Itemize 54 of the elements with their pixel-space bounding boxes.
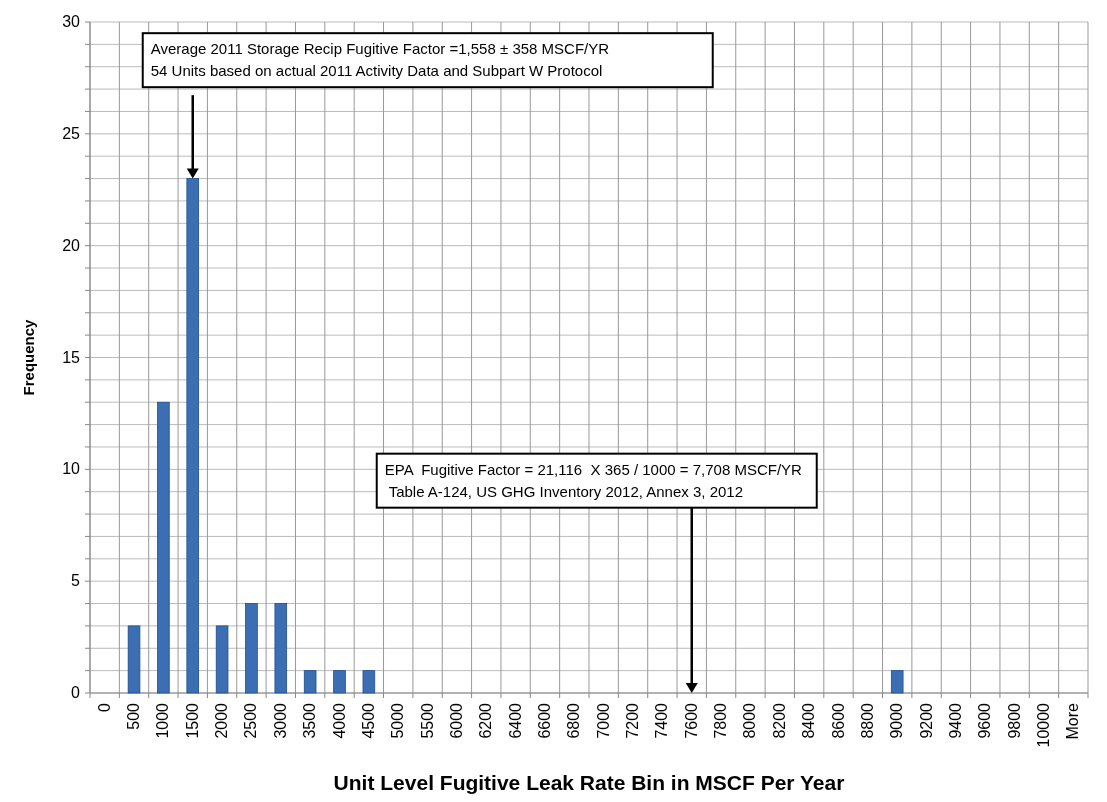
annotation: Average 2011 Storage Recip Fugitive Factor =1,558 ± 358 MSCF/YR 54 Units based on actual 2011 Activity Data and Subpart W Protocol <box>150 40 610 80</box>
y-tick-label: 5 <box>71 572 81 590</box>
y-tick-label: 10 <box>62 460 81 478</box>
x-tick-label: 7800 <box>712 702 730 739</box>
x-tick-label: 2500 <box>242 702 260 739</box>
x-axis-title: Unit Level Fugitive Leak Rate Bin in MSCF Per Year <box>333 771 845 794</box>
x-tick-label: 1000 <box>154 702 172 739</box>
x-tick-label: 7400 <box>653 702 671 739</box>
x-tick-label: 9600 <box>976 702 994 739</box>
x-tick-label: 6200 <box>477 702 495 739</box>
annotation: EPA Fugitive Factor = 21,116 X 365 / 1000 = 7,708 MSCF/YR Table A-124, US GHG Inventory 2012, Annex 3, 2012 <box>384 460 803 500</box>
bar <box>303 670 317 694</box>
bar <box>215 625 229 694</box>
x-tick-label: 6800 <box>565 702 583 739</box>
x-tick-label: 9400 <box>946 702 964 739</box>
bar <box>890 670 904 694</box>
x-tick-label: 7600 <box>682 702 700 739</box>
x-tick-label: 8000 <box>741 702 759 739</box>
x-tick-label: 4000 <box>330 702 348 739</box>
x-tick-label: 8800 <box>858 702 876 739</box>
x-tick-label: 2000 <box>213 702 231 739</box>
x-tick-label: 7000 <box>594 702 612 739</box>
x-tick-label: 9000 <box>888 702 906 739</box>
y-axis-title: Frequency <box>20 318 37 396</box>
x-tick-label: 6600 <box>535 702 553 739</box>
x-tick-label: More <box>1064 702 1082 740</box>
x-tick-label: 3000 <box>271 702 289 739</box>
x-tick-label: 9200 <box>917 702 935 739</box>
x-tick-label: 6400 <box>506 702 524 739</box>
y-tick-label: 25 <box>62 124 81 142</box>
y-tick-label: 15 <box>62 348 81 366</box>
x-tick-label: 5500 <box>418 702 436 739</box>
x-tick-label: 5000 <box>389 702 407 739</box>
x-tick-label: 8400 <box>800 702 818 739</box>
bar <box>362 670 376 694</box>
x-tick-label: 10000 <box>1034 702 1052 748</box>
x-tick-label: 8200 <box>770 702 788 739</box>
x-tick-label: 9800 <box>1005 702 1023 739</box>
x-tick-label: 1500 <box>183 702 201 739</box>
bar <box>333 670 346 694</box>
bar <box>274 603 288 694</box>
x-tick-label: 500 <box>125 702 143 730</box>
x-tick-label: 0 <box>95 702 113 712</box>
x-tick-label: 4500 <box>359 702 377 739</box>
bar <box>157 401 170 694</box>
x-tick-label: 7200 <box>624 702 642 739</box>
y-tick-label: 30 <box>62 13 81 30</box>
y-tick-label: 0 <box>71 684 81 701</box>
bar <box>245 603 258 694</box>
x-tick-label: 6000 <box>447 702 465 739</box>
x-tick-label: 3500 <box>301 702 319 739</box>
bar <box>127 625 141 694</box>
y-tick-label: 20 <box>62 236 81 254</box>
x-tick-label: 8600 <box>829 702 847 739</box>
